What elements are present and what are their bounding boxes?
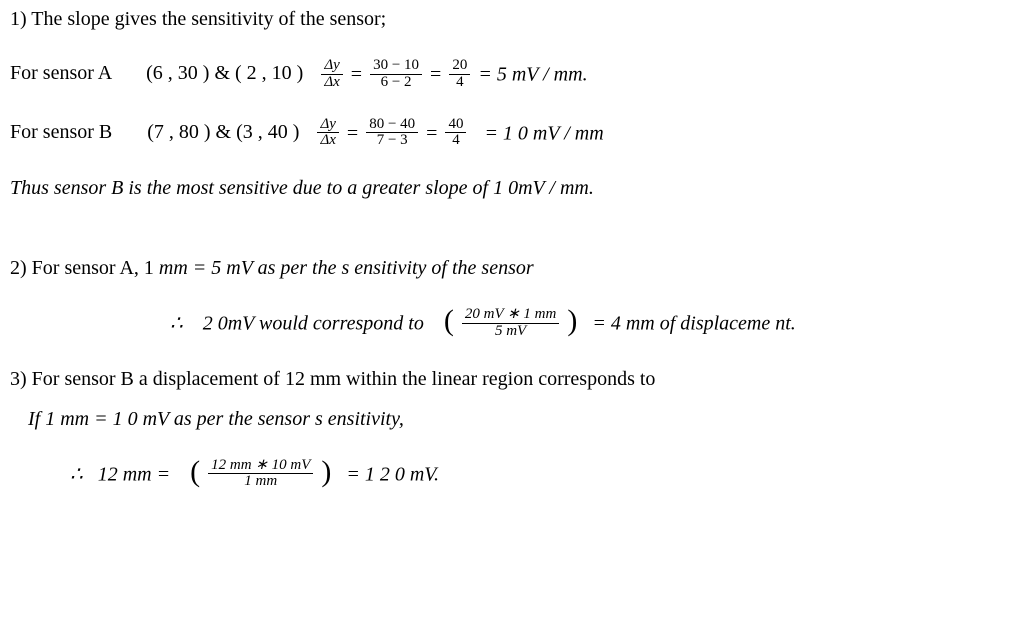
q3-line3b: = 1 2 0 mV.	[346, 463, 439, 485]
q2-frac: 20 mV ∗ 1 mm 5 mV	[462, 307, 559, 340]
q3-line1: 3) For sensor B a displacement of 12 mm …	[10, 366, 1007, 392]
q3-frac: 12 mm ∗ 10 mV 1 mm	[208, 458, 313, 491]
sensor-b-frac2: 40 4	[445, 117, 466, 150]
equals1: =	[351, 63, 362, 85]
q2-frac-den: 5 mV	[462, 324, 559, 340]
sensor-a-frac2: 20 4	[449, 58, 470, 91]
den1: 7 − 3	[366, 133, 418, 149]
dy: Δy	[317, 117, 338, 134]
sensor-b-points: (7 , 80 ) & (3 , 40 )	[147, 120, 299, 142]
sensor-a-points: (6 , 30 ) & ( 2 , 10 )	[146, 62, 303, 84]
therefore-symbol: ∴	[70, 463, 83, 485]
den2: 4	[449, 75, 470, 91]
q2-line1a: 2) For sensor A, 1	[10, 257, 159, 279]
q3-line1-text: 3) For sensor B a displacement of 12 mm …	[10, 368, 655, 390]
q3-line2-text: If 1 mm = 1 0 mV as per the sensor s ens…	[28, 408, 404, 430]
q2-line1: 2) For sensor A, 1 mm = 5 mV as per the …	[10, 255, 1007, 281]
q3-line3a: 12 mm =	[98, 463, 170, 485]
q1-sensor-a-line: For sensor A (6 , 30 ) & ( 2 , 10 ) Δy Δ…	[10, 58, 1007, 91]
close-paren-icon: )	[567, 306, 577, 336]
sensor-b-dydx: Δy Δx	[317, 117, 338, 150]
dy: Δy	[321, 58, 342, 75]
sensor-a-label: For sensor A	[10, 62, 111, 84]
q1-conclusion-text: Thus sensor B is the most sensitive due …	[10, 177, 594, 199]
q2-frac-num: 20 mV ∗ 1 mm	[462, 307, 559, 324]
q2-line2b: = 4 mm of displaceme nt.	[592, 312, 795, 334]
sensor-a-result: = 5 mV / mm.	[478, 63, 587, 85]
q1-conclusion: Thus sensor B is the most sensitive due …	[10, 175, 1007, 201]
q2-line2: ∴ 2 0mV would correspond to ( 20 mV ∗ 1 …	[10, 307, 1007, 340]
den1: 6 − 2	[370, 75, 422, 91]
q3-line3: ∴ 12 mm = ( 12 mm ∗ 10 mV 1 mm ) = 1 2 0…	[10, 458, 1007, 491]
q2-line2a: 2 0mV would correspond to	[203, 312, 424, 334]
dx: Δx	[321, 75, 342, 91]
equals2: =	[430, 63, 441, 85]
sensor-b-frac1: 80 − 40 7 − 3	[366, 117, 418, 150]
q1-heading: 1) The slope gives the sensitivity of th…	[10, 6, 1007, 32]
num1: 30 − 10	[370, 58, 422, 75]
q2-line1b: mm = 5 mV as per the s ensitivity of the…	[159, 257, 534, 279]
sensor-b-label: For sensor B	[10, 120, 112, 142]
q3-frac-num: 12 mm ∗ 10 mV	[208, 458, 313, 475]
open-paren-icon: (	[444, 306, 454, 336]
equals2: =	[426, 122, 437, 144]
q1-heading-text: 1) The slope gives the sensitivity of th…	[10, 8, 386, 30]
open-paren-icon: (	[190, 457, 200, 487]
sensor-a-dydx: Δy Δx	[321, 58, 342, 91]
therefore-symbol: ∴	[170, 312, 183, 334]
q3-frac-den: 1 mm	[208, 474, 313, 490]
close-paren-icon: )	[321, 457, 331, 487]
den2: 4	[445, 133, 466, 149]
sensor-b-result: = 1 0 mV / mm	[484, 122, 603, 144]
num1: 80 − 40	[366, 117, 418, 134]
num2: 20	[449, 58, 470, 75]
num2: 40	[445, 117, 466, 134]
q3-line2: If 1 mm = 1 0 mV as per the sensor s ens…	[10, 406, 1007, 432]
q1-sensor-b-line: For sensor B (7 , 80 ) & (3 , 40 ) Δy Δx…	[10, 117, 1007, 150]
dx: Δx	[317, 133, 338, 149]
sensor-a-frac1: 30 − 10 6 − 2	[370, 58, 422, 91]
equals1: =	[347, 122, 358, 144]
